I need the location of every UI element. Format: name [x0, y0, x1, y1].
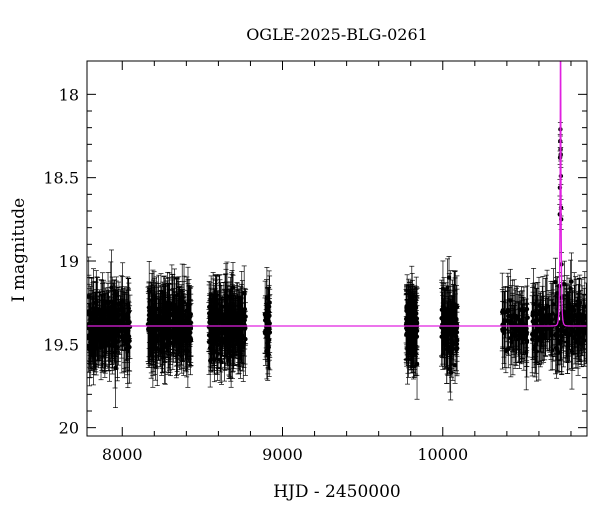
data-point — [96, 295, 102, 349]
data-point — [262, 295, 268, 366]
data-point — [183, 302, 189, 373]
data-point — [569, 304, 575, 356]
data-point — [506, 276, 512, 356]
y-tick-label: 19.5 — [43, 335, 79, 354]
x-tick-label: 10000 — [417, 445, 468, 464]
data-point — [98, 307, 104, 351]
data-point — [549, 330, 555, 371]
data-point — [548, 281, 554, 360]
data-point — [218, 324, 224, 373]
x-axis-label: HJD - 2450000 — [273, 482, 401, 502]
data-point — [119, 304, 125, 359]
data-point — [536, 276, 542, 334]
data-point — [170, 294, 176, 346]
y-tick-label: 19 — [59, 252, 79, 271]
data-point — [524, 308, 530, 349]
data-point — [571, 272, 577, 349]
data-point — [579, 285, 585, 349]
data-point — [235, 285, 241, 353]
data-point — [100, 283, 106, 364]
data-point — [115, 295, 121, 354]
data-point — [531, 285, 537, 360]
plot-area: 8000 9000 10000 18 18.5 19 19.5 20 — [43, 60, 588, 464]
data-point — [564, 297, 570, 343]
data-point — [552, 257, 558, 307]
y-tick-label: 18.5 — [43, 169, 79, 188]
data-point — [206, 295, 212, 350]
data-point — [164, 283, 170, 343]
data-point — [564, 295, 570, 374]
data-point — [109, 282, 115, 355]
data-point — [444, 307, 450, 384]
data-point — [512, 302, 518, 369]
data-point — [449, 302, 455, 369]
data-point — [173, 307, 179, 379]
data-point — [214, 306, 220, 375]
y-tick-label: 18 — [59, 85, 79, 104]
data-point — [541, 306, 547, 363]
x-tick-label: 8000 — [102, 445, 143, 464]
data-point — [242, 290, 248, 350]
plot-frame — [86, 60, 588, 437]
data-point — [582, 271, 587, 342]
data-point — [188, 322, 194, 357]
data-point — [211, 336, 217, 383]
data-point — [231, 302, 237, 370]
x-tick-label: 9000 — [262, 445, 303, 464]
data-point — [577, 322, 583, 363]
data-point — [155, 298, 161, 361]
data-point — [93, 281, 99, 324]
data-point — [440, 306, 446, 355]
data-point — [413, 299, 419, 376]
data-point — [152, 298, 158, 367]
data-point — [534, 311, 540, 364]
data-point — [164, 296, 170, 352]
y-axis-label: I magnitude — [9, 198, 29, 302]
data-point — [517, 321, 523, 355]
model-curve — [87, 61, 587, 327]
data-point — [113, 293, 119, 338]
data-point — [503, 299, 509, 343]
data-point — [581, 298, 587, 362]
data-point — [178, 308, 184, 359]
data-point — [148, 299, 154, 336]
y-tick-label: 20 — [59, 419, 79, 438]
data-points — [87, 122, 587, 408]
data-point — [102, 308, 108, 374]
data-point — [443, 306, 449, 369]
data-point — [515, 286, 521, 351]
data-point — [410, 314, 416, 349]
data-point — [266, 270, 272, 343]
data-point — [452, 277, 458, 341]
data-point — [444, 258, 450, 317]
data-point — [404, 291, 410, 326]
data-point — [239, 280, 245, 352]
data-point — [104, 289, 110, 354]
data-point — [91, 314, 97, 348]
data-point — [241, 265, 247, 321]
data-point — [568, 252, 574, 311]
data-point — [180, 291, 186, 353]
data-point — [228, 306, 234, 359]
data-point — [125, 289, 131, 336]
chart-title: OGLE-2025-BLG-0261 — [246, 25, 428, 44]
